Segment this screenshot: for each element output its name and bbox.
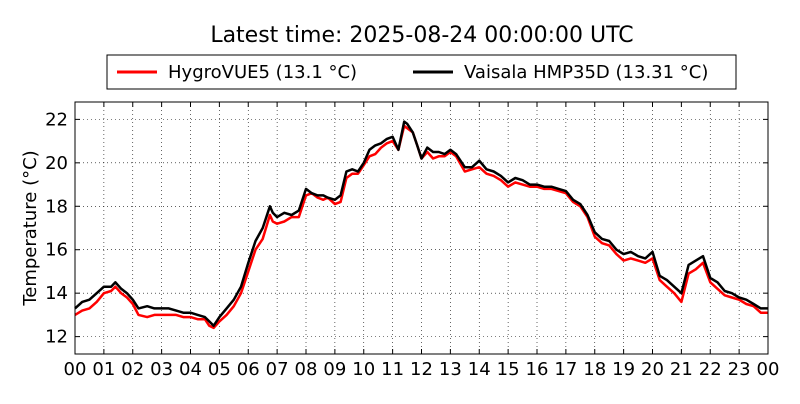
x-tick-label: 12: [410, 359, 433, 380]
y-tick-label: 14: [45, 283, 68, 304]
y-tick-label: 22: [45, 109, 68, 130]
x-tick-label: 22: [699, 359, 722, 380]
x-tick-label: 19: [612, 359, 635, 380]
y-tick-label: 20: [45, 153, 68, 174]
x-tick-label: 07: [266, 359, 289, 380]
legend-label-vaisala: Vaisala HMP35D (13.31 °C): [464, 62, 708, 83]
x-tick-label: 18: [583, 359, 606, 380]
x-tick-label: 02: [121, 359, 144, 380]
x-tick-label: 13: [439, 359, 462, 380]
x-tick-label: 16: [526, 359, 549, 380]
x-tick-label: 10: [352, 359, 375, 380]
y-axis-label: Temperature (°C): [20, 150, 41, 306]
x-tick-label: 05: [208, 359, 231, 380]
x-tick-label: 09: [323, 359, 346, 380]
x-tick-label: 03: [150, 359, 173, 380]
legend: HygroVUE5 (13.1 °C) Vaisala HMP35D (13.3…: [106, 54, 737, 90]
x-tick-label: 01: [92, 359, 115, 380]
y-tick-label: 12: [45, 327, 68, 348]
series-line-vaisala-hmp35d: [74, 120, 768, 328]
x-tick-label: 04: [179, 359, 202, 380]
x-tick-label: 14: [468, 359, 491, 380]
series-line-hygrovue5: [74, 124, 768, 330]
y-tick-label: 18: [45, 196, 68, 217]
series-layer: [74, 120, 768, 330]
x-tick-label: 06: [237, 359, 260, 380]
x-tick-label: 21: [670, 359, 693, 380]
legend-label-hygrovue: HygroVUE5 (13.1 °C): [168, 62, 357, 83]
x-tick-label: 00: [757, 359, 780, 380]
x-tick-label: 17: [554, 359, 577, 380]
x-tick-label: 00: [64, 359, 87, 380]
x-tick-label: 15: [497, 359, 520, 380]
x-tick-label: 20: [641, 359, 664, 380]
x-tick-label: 23: [728, 359, 751, 380]
x-tick-label: 11: [381, 359, 404, 380]
ticks: 00 01 02 03 04 05 06 07 08 09 10 11 12 13 14 15 16 17 18 19…: [45, 102, 779, 380]
y-tick-label: 16: [45, 240, 68, 261]
x-tick-label: 08: [295, 359, 318, 380]
chart-title: Latest time: 2025-08-24 00:00:00 UTC: [210, 23, 633, 48]
